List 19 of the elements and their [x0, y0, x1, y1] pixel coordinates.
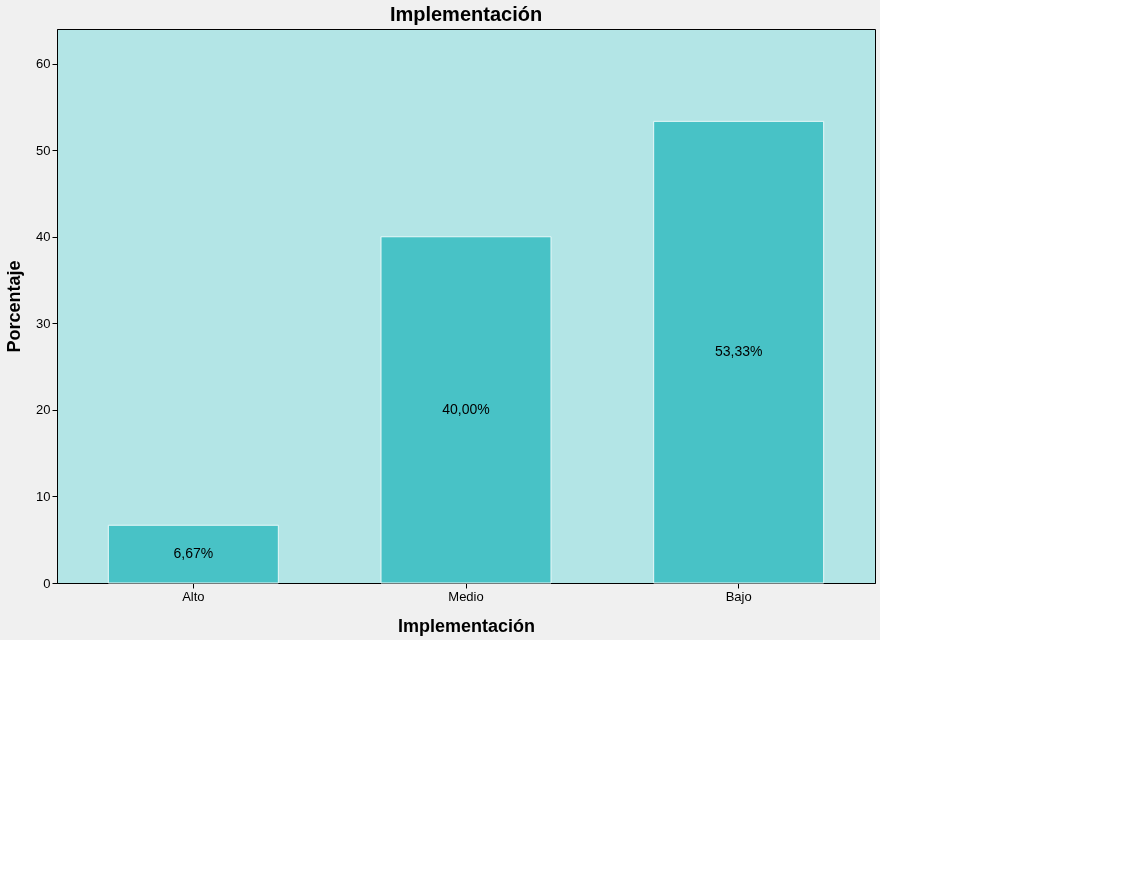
- y-tick-label: 10: [36, 488, 51, 504]
- data-label: 53,33%: [714, 343, 763, 360]
- chart-title: Implementación: [389, 3, 543, 25]
- data-label: 40,00%: [442, 400, 490, 417]
- bar: [653, 120, 825, 584]
- y-tick-label: 50: [36, 142, 51, 158]
- x-tick-label: Alto: [182, 588, 205, 604]
- y-tick-label: 60: [36, 56, 51, 72]
- bar: [107, 524, 279, 584]
- data-label: 6,67%: [173, 545, 214, 562]
- x-axis-title: Implementación: [397, 615, 536, 636]
- x-tick-label: Bajo: [725, 588, 752, 604]
- y-tick-label: 0: [43, 575, 51, 591]
- y-tick-label: 30: [36, 315, 51, 331]
- y-tick-label: 20: [36, 402, 51, 418]
- x-tick-label: Medio: [448, 588, 484, 604]
- bar: [380, 236, 552, 584]
- y-tick-label: 40: [36, 229, 51, 245]
- y-axis-title: Porcentaje: [4, 260, 25, 353]
